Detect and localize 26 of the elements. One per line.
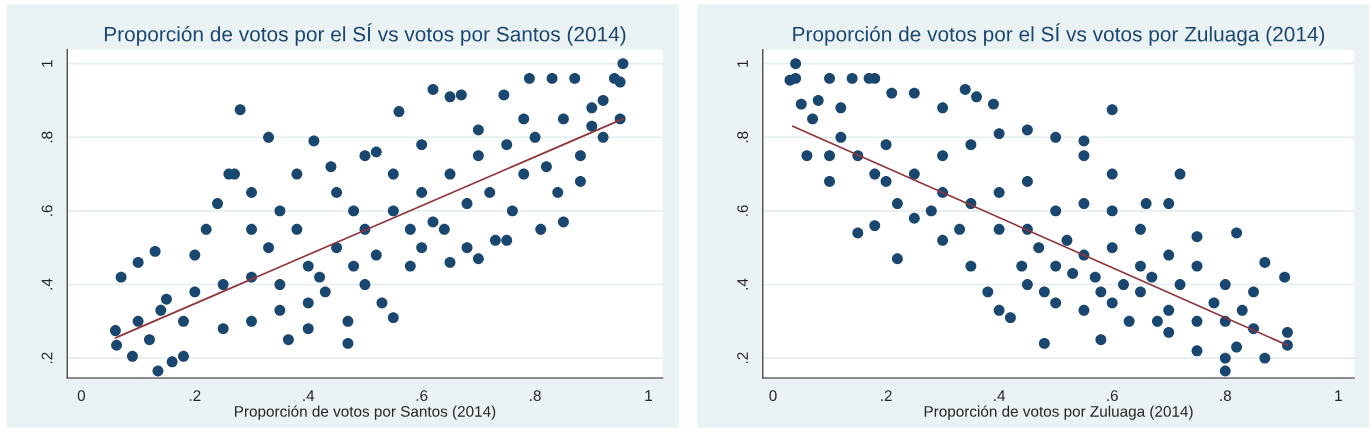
x-tick-label: .4 [994, 390, 1006, 401]
y-tick-label: .4 [41, 278, 53, 290]
y-tick-label: 1 [41, 60, 53, 67]
chart-title: Proporción de votos por el SÍ vs votos por Zuluaga (2014) [793, 23, 1325, 46]
x-tick-label: 1 [1335, 390, 1342, 401]
x-tick-label: .8 [530, 390, 541, 402]
y-tick-label: .2 [737, 352, 748, 364]
x-tick-label: .2 [881, 390, 892, 401]
y-tick-label: .6 [41, 205, 53, 216]
x-tick-label: .4 [303, 390, 315, 401]
y-tick-label: 1 [737, 60, 748, 67]
y-tick-label: .8 [737, 131, 749, 143]
chart-title: Proporción de votos por el SÍ vs votos por Santos (2014) [104, 23, 626, 46]
y-tick-label: .6 [737, 205, 749, 216]
x-axis-title: Proporción de votos por Santos (2014) [235, 405, 496, 420]
x-tick-label: 1 [645, 390, 652, 401]
x-tick-label: .8 [1220, 390, 1231, 402]
x-tick-label: .2 [189, 390, 201, 401]
x-tick-label: 0 [77, 390, 86, 402]
x-axis-title: Proporción de votos por Zuluaga (2014) [924, 405, 1193, 420]
x-tick-label: .6 [1107, 390, 1118, 402]
x-tick-label: .6 [416, 390, 428, 402]
y-tick-label: .4 [737, 278, 748, 290]
y-tick-label: .8 [41, 131, 53, 143]
x-tick-label: 0 [769, 390, 777, 402]
y-tick-label: .2 [41, 352, 53, 364]
